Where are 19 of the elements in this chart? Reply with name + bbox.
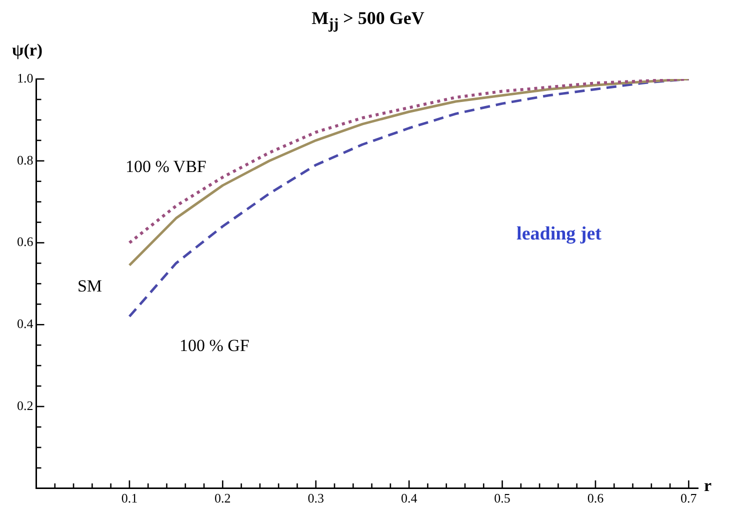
y-tick-label: 0.4 [17, 316, 34, 332]
text: 100 % GF [179, 336, 250, 355]
series-label: SM [77, 276, 102, 296]
series-label: 100 % VBF [125, 157, 206, 176]
y-tick-label: 0.6 [17, 234, 34, 250]
chart-title: M$_{jj}$ > 500 GeV [310, 8, 426, 34]
x-tick-label: 0.6 [587, 490, 604, 506]
x-tick-label: 0.3 [308, 490, 324, 506]
x-tick-label: 0.1 [121, 490, 138, 506]
y-axis-title: ψ(r) [12, 40, 43, 60]
annotation: leading jet [516, 223, 602, 244]
x-tick-label: 0.7 [680, 490, 698, 506]
x-tick-label: 0.2 [214, 490, 231, 506]
x-tick-label: 0.4 [400, 490, 418, 506]
x-tick-label: 0.5 [494, 490, 510, 506]
x-axis-title: r [704, 476, 712, 495]
y-tick-label: 1.0 [17, 70, 34, 86]
y-tick-label: 0.2 [17, 398, 34, 413]
y-tick-label: 0.8 [17, 152, 34, 168]
